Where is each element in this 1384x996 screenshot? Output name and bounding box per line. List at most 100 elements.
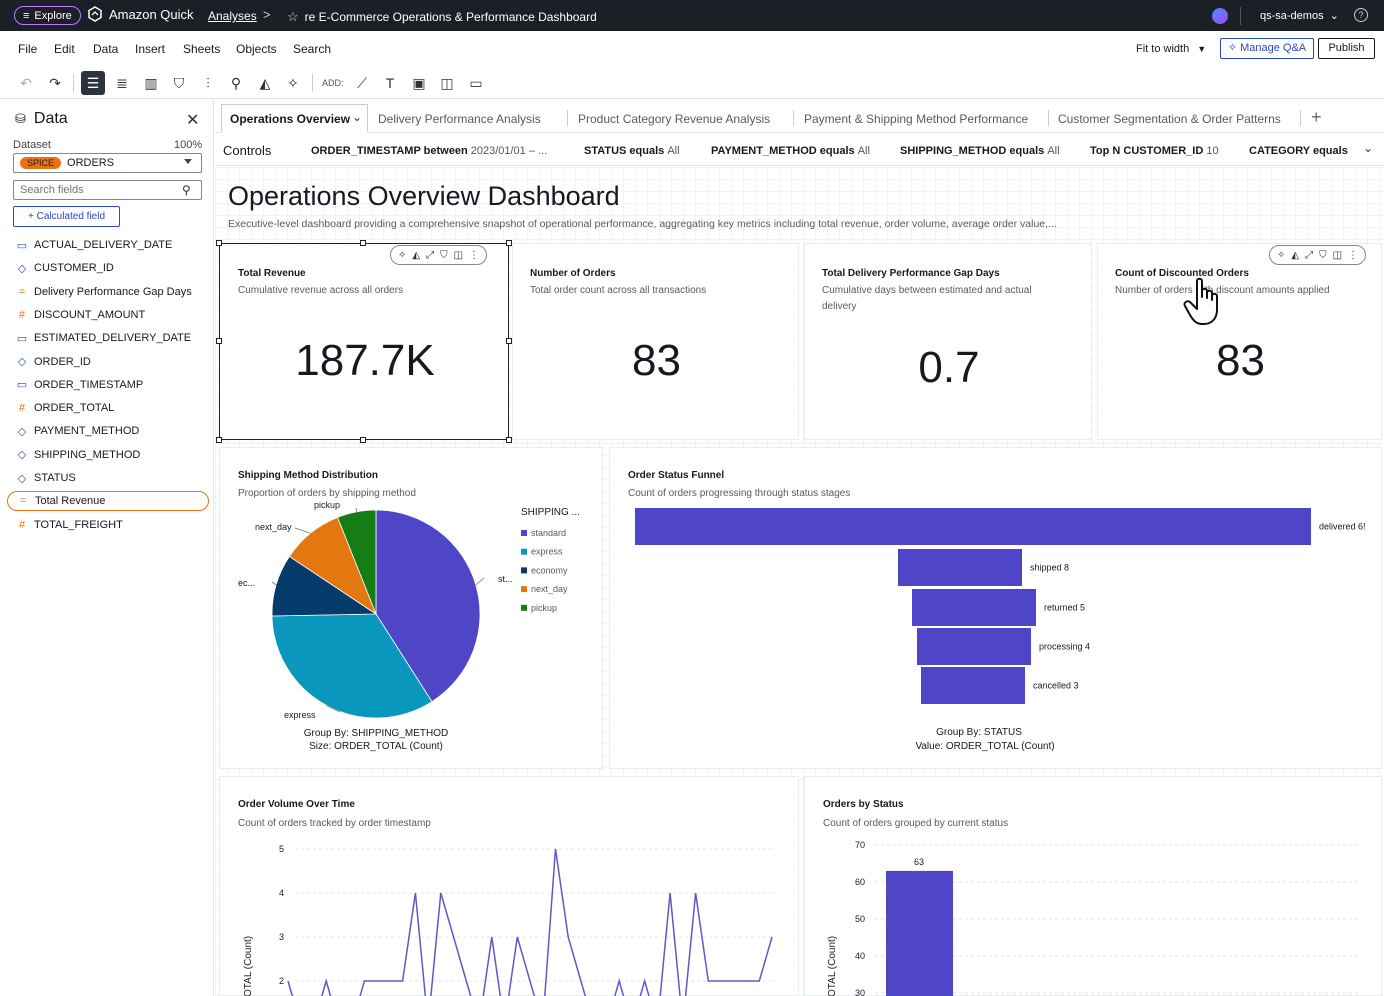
bar[interactable] — [886, 870, 953, 996]
legend-item[interactable]: standard — [531, 528, 566, 538]
search-fields-input[interactable] — [13, 180, 202, 200]
resize-handle[interactable] — [216, 240, 222, 246]
field-item[interactable]: # TOTAL_FREIGHT — [16, 515, 206, 535]
sparkle-icon[interactable]: ✧ — [398, 249, 407, 261]
expand-icon[interactable]: ⤢ — [426, 249, 435, 261]
resize-handle[interactable] — [216, 338, 222, 344]
breadcrumb-analyses[interactable]: Analyses — [208, 9, 257, 23]
amazon-q-icon[interactable] — [1212, 8, 1228, 24]
resize-handle[interactable] — [506, 240, 512, 246]
funnel-bar[interactable] — [921, 667, 1025, 704]
pie-slice[interactable] — [271, 613, 433, 719]
resize-handle[interactable] — [216, 437, 222, 443]
control-payment-method[interactable]: PAYMENT_METHOD equals All — [711, 145, 870, 157]
field-item[interactable]: = Delivery Performance Gap Days — [16, 282, 206, 302]
resize-handle[interactable] — [506, 437, 512, 443]
more-icon[interactable]: ⋮ — [1348, 249, 1359, 261]
bar-chart-card[interactable]: Orders by Status Count of orders grouped… — [804, 776, 1382, 996]
expand-icon[interactable]: ⤢ — [1305, 249, 1314, 261]
funnel-bar[interactable] — [912, 589, 1036, 626]
star-icon[interactable]: ☆ — [287, 9, 299, 24]
legend-item[interactable]: next_day — [531, 584, 568, 594]
menu-search[interactable]: Search — [293, 42, 332, 56]
tab-payment-shipping[interactable]: Payment & Shipping Method Performance — [804, 112, 1029, 126]
resize-handle[interactable] — [360, 437, 366, 443]
menu-file[interactable]: File — [18, 42, 38, 56]
kpi-discounted-orders[interactable]: Count of Discounted Orders Number of ord… — [1097, 243, 1382, 440]
analysis-title[interactable]: ☆ re E-Commerce Operations & Performance… — [287, 9, 597, 25]
line-chart-card[interactable]: Order Volume Over Time Count of orders t… — [219, 776, 799, 996]
add-insight-icon[interactable]: ◫ — [440, 75, 454, 91]
funnel-bar[interactable] — [635, 508, 1311, 545]
insights-icon[interactable]: ⚲ — [230, 75, 242, 91]
menu-sheets[interactable]: Sheets — [183, 42, 221, 56]
funnel-bar[interactable] — [898, 549, 1022, 586]
bar-chart-icon[interactable]: ▥ — [144, 75, 158, 91]
field-item[interactable]: ◇ SHIPPING_METHOD — [16, 445, 206, 465]
redo-icon[interactable]: ↷ — [49, 75, 61, 91]
control-shipping-method[interactable]: SHIPPING_METHOD equals All — [900, 145, 1060, 157]
sparkle-icon[interactable]: ✧ — [1277, 249, 1286, 261]
calculated-field-button[interactable]: + Calculated field — [13, 206, 120, 227]
filter-icon[interactable]: ⛉ — [1319, 249, 1327, 261]
brand[interactable]: Amazon Quick — [87, 6, 194, 22]
pie-slice[interactable] — [337, 509, 377, 615]
close-icon[interactable]: ✕ — [186, 112, 200, 129]
add-visual-icon[interactable]: ⟋ — [357, 75, 367, 91]
pie-chart-card[interactable]: Shipping Method Distribution Proportion … — [219, 447, 603, 769]
chevron-down-icon[interactable]: ⌄ — [1363, 141, 1374, 155]
legend-item[interactable]: pickup — [531, 603, 557, 613]
field-item[interactable]: ◇ CUSTOMER_ID — [16, 258, 206, 278]
field-item[interactable]: ▭ ACTUAL_DELIVERY_DATE — [16, 235, 206, 255]
tab-operations-overview[interactable]: Operations Overview — [230, 112, 351, 126]
forecast-icon[interactable]: ◭ — [259, 75, 271, 91]
add-text-icon[interactable]: T — [385, 75, 395, 91]
legend-item[interactable]: express — [531, 547, 563, 557]
funnel-chart-card[interactable]: Order Status Funnel Count of orders prog… — [609, 447, 1382, 769]
manage-qa-button[interactable]: ✧ Manage Q&A — [1220, 38, 1314, 59]
menu-insert[interactable]: Insert — [135, 42, 166, 56]
forecast-icon[interactable]: ◭ — [1291, 249, 1300, 261]
resize-handle[interactable] — [360, 240, 366, 246]
tab-delivery-performance[interactable]: Delivery Performance Analysis — [378, 112, 541, 126]
layout-icon[interactable]: ◫ — [1332, 249, 1343, 261]
chevron-down-icon[interactable]: ⌄ — [352, 110, 363, 124]
list-icon[interactable]: ≣ — [116, 75, 128, 91]
filter-icon[interactable]: ⛉ — [440, 249, 448, 261]
filter-icon[interactable]: ⛉ — [173, 75, 185, 91]
field-item[interactable]: ◇ STATUS — [16, 468, 206, 488]
zoom-select[interactable]: Fit to width ▼ — [1136, 43, 1206, 55]
account-menu[interactable]: qs-sa-demos ⌄ — [1260, 9, 1339, 22]
resize-handle[interactable] — [506, 338, 512, 344]
kpi-total-revenue[interactable]: Total Revenue Cumulative revenue across … — [219, 243, 509, 440]
kpi-number-of-orders[interactable]: Number of Orders Total order count acros… — [512, 243, 799, 440]
kpi-delivery-gap-days[interactable]: Total Delivery Performance Gap Days Cumu… — [804, 243, 1092, 440]
menu-edit[interactable]: Edit — [54, 42, 75, 56]
more-icon[interactable]: ⋮ — [469, 249, 480, 261]
add-sheet-icon[interactable]: + — [1311, 107, 1322, 127]
tab-customer-segmentation[interactable]: Customer Segmentation & Order Patterns — [1058, 112, 1281, 126]
control-order-timestamp[interactable]: ORDER_TIMESTAMP between 2023/01/01 – ... — [311, 145, 547, 157]
control-status[interactable]: STATUS equals All — [584, 145, 680, 157]
field-item[interactable]: = Total Revenue — [7, 491, 209, 512]
undo-icon[interactable]: ↶ — [20, 75, 32, 91]
dataset-select[interactable]: SPICE ORDERS — [13, 153, 202, 173]
explore-button[interactable]: ≡ Explore — [14, 6, 81, 25]
control-top-n-customer[interactable]: Top N CUSTOMER_ID 10 — [1090, 145, 1219, 157]
pie-slice[interactable] — [375, 509, 481, 703]
field-item[interactable]: ◇ PAYMENT_METHOD — [16, 421, 206, 441]
tab-product-category-revenue[interactable]: Product Category Revenue Analysis — [578, 112, 771, 126]
funnel-bar[interactable] — [917, 628, 1031, 665]
add-image-icon[interactable]: ▣ — [412, 75, 426, 91]
control-category[interactable]: CATEGORY equals — [1249, 145, 1348, 157]
help-icon[interactable]: ? — [1354, 8, 1368, 22]
parameters-icon[interactable]: ⫶ — [206, 75, 210, 91]
publish-button[interactable]: Publish — [1318, 38, 1375, 59]
sparkle-icon[interactable]: ✧ — [287, 75, 299, 91]
field-item[interactable]: # DISCOUNT_AMOUNT — [16, 305, 206, 325]
field-item[interactable]: ▭ ORDER_TIMESTAMP — [16, 375, 206, 395]
add-embed-icon[interactable]: ▭ — [469, 75, 483, 91]
database-icon[interactable]: ☰ — [81, 71, 105, 95]
menu-data[interactable]: Data — [93, 42, 119, 56]
field-item[interactable]: # ORDER_TOTAL — [16, 398, 206, 418]
